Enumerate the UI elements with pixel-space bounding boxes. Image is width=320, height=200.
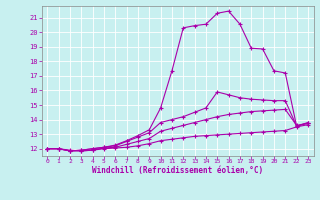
X-axis label: Windchill (Refroidissement éolien,°C): Windchill (Refroidissement éolien,°C) <box>92 166 263 175</box>
